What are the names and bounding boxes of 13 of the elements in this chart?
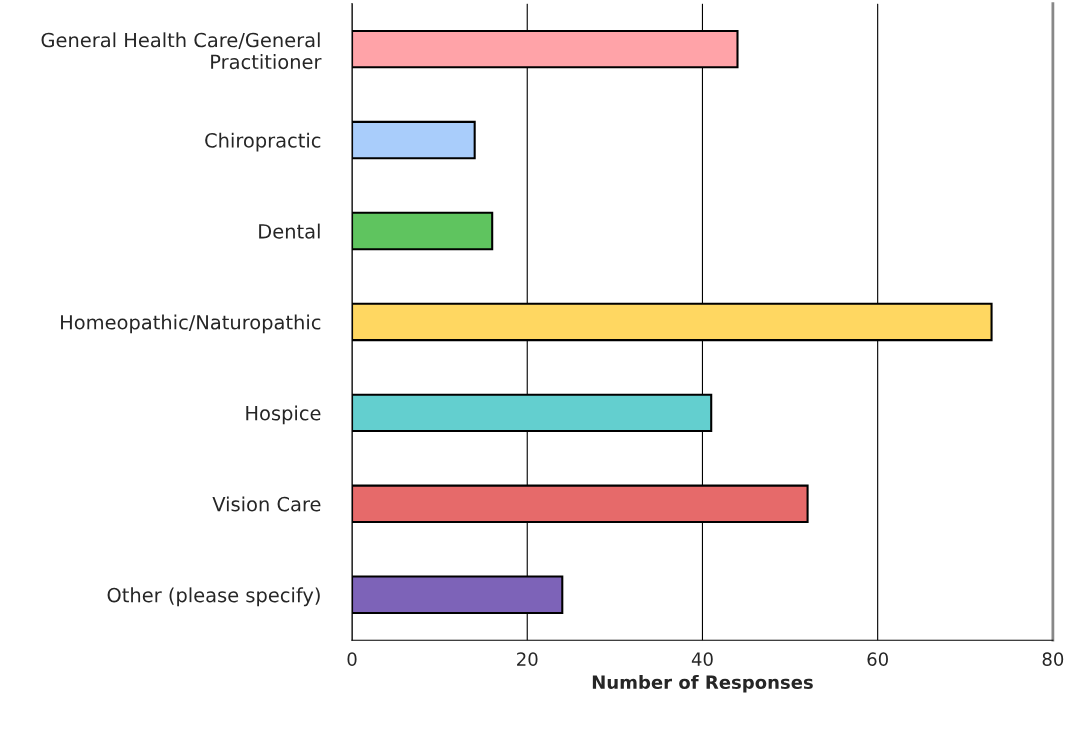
- y-tick-label: Chiropractic: [205, 132, 321, 152]
- y-tick-label: General Health Care/General Practitioner: [41, 32, 322, 70]
- x-tick-label: 80: [1042, 652, 1064, 666]
- x-axis-title: Number of Responses: [592, 675, 813, 693]
- x-tick-label: 0: [347, 652, 357, 666]
- y-tick-label: Hospice: [246, 405, 321, 425]
- y-tick-label: Homeopathic/Naturopathic: [61, 314, 321, 334]
- y-tick-label: Dental: [259, 223, 320, 239]
- x-tick-label: 60: [867, 652, 888, 666]
- y-tick-label: Other (please specify): [107, 587, 320, 607]
- x-tick-label: 40: [691, 652, 713, 666]
- x-tick-label: 20: [517, 652, 538, 666]
- y-tick-label: Vision Care: [212, 496, 321, 512]
